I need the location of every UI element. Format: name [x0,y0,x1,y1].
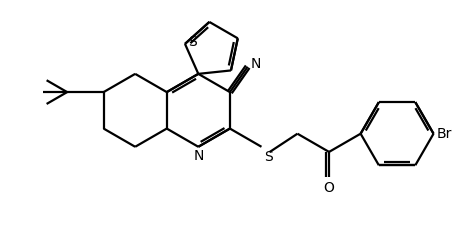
Text: N: N [193,149,204,163]
Text: Br: Br [437,127,452,141]
Text: O: O [323,181,335,194]
Text: N: N [251,58,261,72]
Text: S: S [264,150,273,164]
Text: S: S [189,35,197,49]
